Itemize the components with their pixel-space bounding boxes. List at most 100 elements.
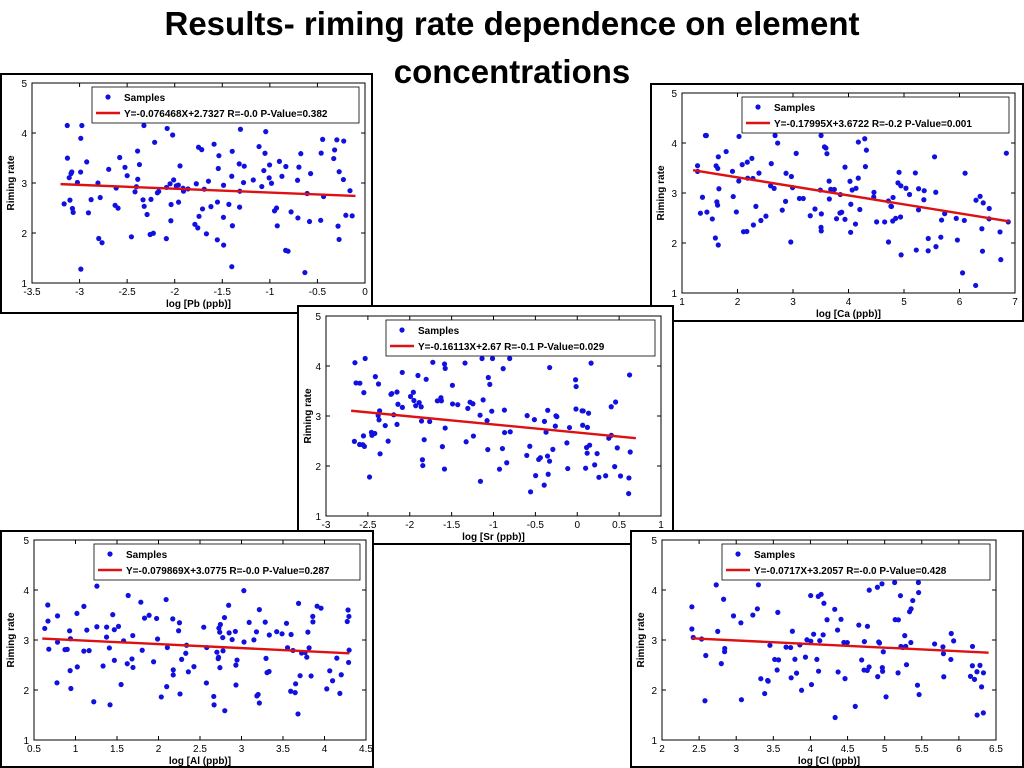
data-point bbox=[208, 204, 214, 210]
legend-samples-marker bbox=[755, 104, 761, 110]
data-point bbox=[768, 161, 774, 167]
data-point bbox=[564, 440, 570, 446]
data-point bbox=[536, 456, 542, 463]
data-point bbox=[285, 248, 291, 254]
data-point bbox=[699, 194, 706, 200]
data-point bbox=[855, 175, 861, 181]
data-point bbox=[758, 676, 764, 682]
data-point bbox=[782, 198, 789, 204]
data-point bbox=[372, 430, 378, 437]
data-point bbox=[733, 209, 739, 215]
x-axis-label: log [Ca (ppb)] bbox=[816, 309, 881, 320]
x-tick-label: 0 bbox=[574, 520, 580, 531]
data-point bbox=[110, 612, 116, 618]
data-point bbox=[948, 630, 954, 637]
data-point bbox=[875, 674, 881, 680]
data-point bbox=[217, 629, 223, 635]
data-point bbox=[496, 466, 503, 472]
data-point bbox=[136, 161, 143, 168]
data-point bbox=[256, 607, 262, 613]
data-point bbox=[808, 592, 814, 599]
legend-samples-marker bbox=[735, 551, 741, 557]
data-point bbox=[343, 212, 349, 218]
x-tick-label: -3 bbox=[75, 287, 84, 298]
data-point bbox=[895, 180, 901, 186]
data-point bbox=[903, 662, 910, 668]
data-point bbox=[912, 170, 918, 176]
slide-title: Results- riming rate dependence on eleme… bbox=[0, 0, 1024, 96]
data-point bbox=[361, 390, 367, 396]
data-point bbox=[940, 651, 947, 657]
y-tick-label: 3 bbox=[21, 179, 27, 190]
data-point bbox=[821, 600, 827, 606]
data-point bbox=[608, 404, 614, 410]
y-tick-label: 2 bbox=[21, 229, 27, 240]
data-point bbox=[135, 176, 141, 182]
data-point bbox=[997, 229, 1003, 235]
x-tick-label: -1.5 bbox=[214, 287, 232, 298]
data-point bbox=[962, 170, 968, 176]
data-point bbox=[818, 211, 824, 217]
data-point bbox=[288, 209, 294, 215]
data-point bbox=[932, 641, 938, 647]
data-point bbox=[524, 452, 530, 459]
data-point bbox=[310, 619, 316, 625]
data-point bbox=[895, 670, 901, 676]
data-point bbox=[320, 136, 326, 142]
data-point bbox=[730, 613, 737, 619]
data-point bbox=[54, 639, 61, 645]
x-tick-label: 5.5 bbox=[915, 744, 929, 755]
x-tick-label: 2.5 bbox=[193, 744, 207, 755]
data-point bbox=[67, 197, 73, 203]
data-point bbox=[566, 424, 573, 431]
data-point bbox=[150, 659, 157, 665]
x-tick-label: 2 bbox=[659, 744, 665, 755]
data-point bbox=[749, 155, 755, 161]
data-point bbox=[613, 399, 619, 405]
data-point bbox=[852, 703, 858, 710]
x-axis-label: log [Sr (ppb)] bbox=[462, 532, 525, 543]
data-point bbox=[344, 618, 350, 625]
data-point bbox=[971, 676, 978, 682]
data-point bbox=[125, 592, 131, 599]
data-point bbox=[541, 482, 547, 488]
data-point bbox=[152, 139, 158, 145]
data-point bbox=[462, 360, 468, 366]
data-point bbox=[346, 613, 352, 620]
data-point bbox=[626, 372, 633, 378]
data-point bbox=[916, 691, 922, 698]
data-point bbox=[702, 132, 709, 139]
data-point bbox=[596, 474, 602, 480]
data-point bbox=[772, 132, 778, 139]
data-point bbox=[938, 217, 945, 223]
data-point bbox=[176, 628, 182, 634]
data-point bbox=[617, 473, 624, 479]
data-point bbox=[775, 609, 781, 615]
data-point bbox=[479, 355, 485, 362]
data-point bbox=[477, 478, 484, 484]
data-point bbox=[295, 711, 301, 717]
data-point bbox=[893, 215, 899, 221]
data-point bbox=[614, 445, 620, 451]
data-point bbox=[158, 694, 164, 700]
data-point bbox=[233, 662, 239, 668]
data-point bbox=[70, 209, 76, 215]
legend-box bbox=[91, 86, 360, 124]
data-point bbox=[168, 201, 174, 208]
data-point bbox=[302, 269, 308, 276]
data-point bbox=[283, 620, 290, 626]
data-point bbox=[874, 584, 881, 590]
x-tick-label: 7 bbox=[1012, 297, 1018, 308]
legend-samples-label: Samples bbox=[126, 550, 168, 561]
data-point bbox=[897, 214, 904, 220]
data-point bbox=[903, 185, 909, 191]
y-tick-label: 3 bbox=[651, 636, 657, 647]
y-tick-label: 3 bbox=[671, 189, 677, 200]
data-point bbox=[203, 680, 209, 686]
data-point bbox=[722, 649, 728, 655]
slide-title-line2: concentrations bbox=[393, 53, 631, 90]
data-point bbox=[318, 150, 324, 156]
data-point bbox=[141, 203, 147, 209]
data-point bbox=[294, 177, 301, 183]
data-point bbox=[232, 628, 238, 635]
